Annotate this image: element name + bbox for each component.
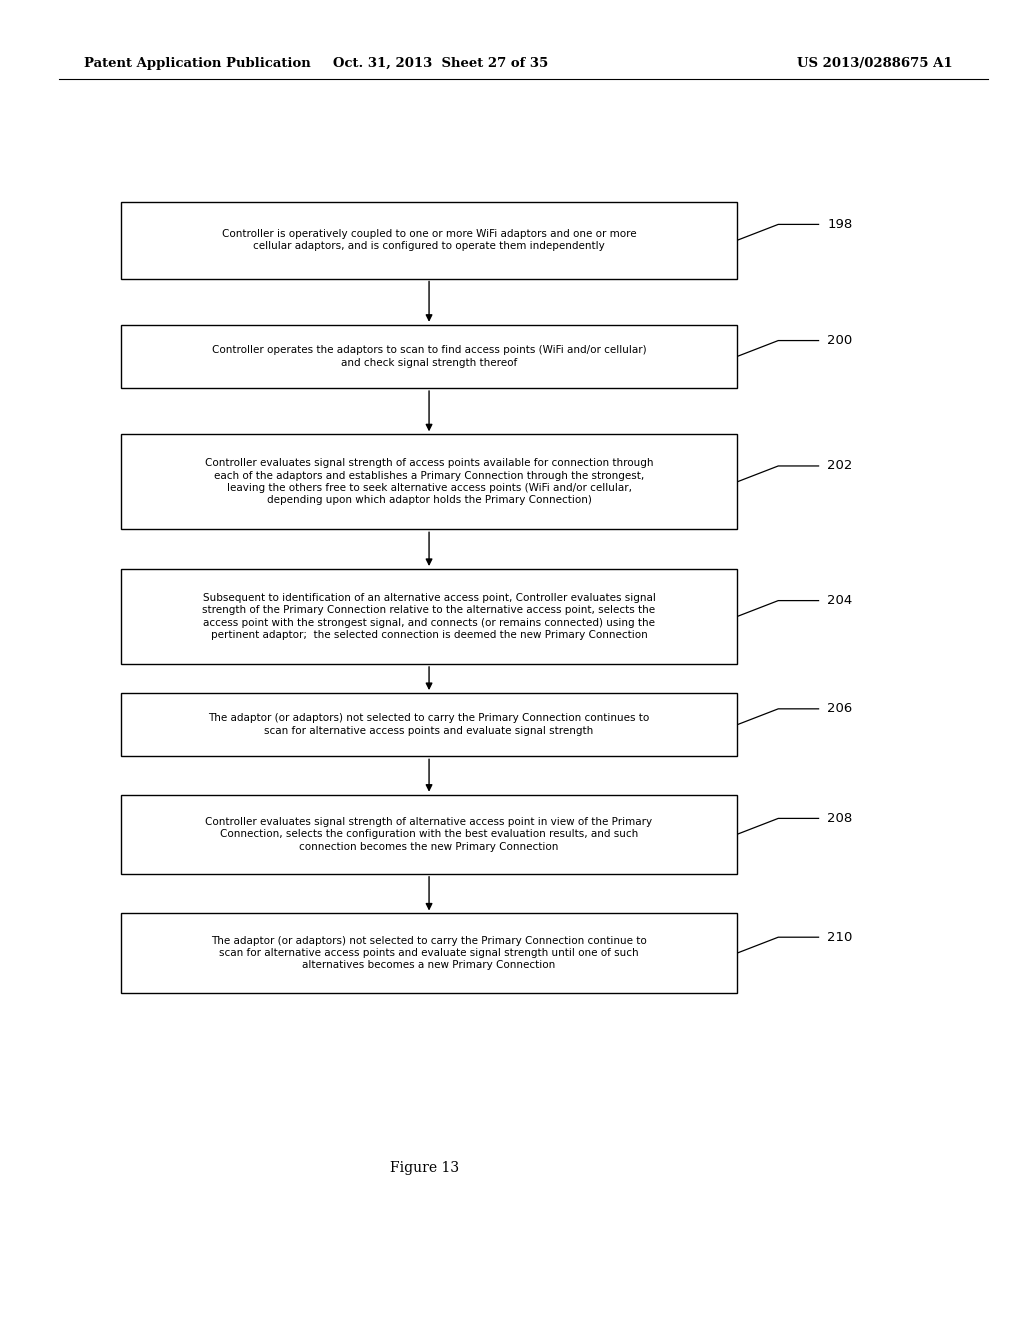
Text: Controller evaluates signal strength of access points available for connection t: Controller evaluates signal strength of … [205,458,653,506]
FancyBboxPatch shape [121,693,737,756]
FancyBboxPatch shape [121,325,737,388]
Text: 200: 200 [827,334,853,347]
FancyBboxPatch shape [121,569,737,664]
Text: Controller is operatively coupled to one or more WiFi adaptors and one or more
c: Controller is operatively coupled to one… [222,230,636,251]
Text: 198: 198 [827,218,853,231]
Text: 204: 204 [827,594,853,607]
Text: Figure 13: Figure 13 [390,1162,460,1175]
Text: Subsequent to identification of an alternative access point, Controller evaluate: Subsequent to identification of an alter… [203,593,655,640]
FancyBboxPatch shape [121,795,737,874]
Text: 206: 206 [827,702,853,715]
Text: Controller evaluates signal strength of alternative access point in view of the : Controller evaluates signal strength of … [206,817,652,851]
FancyBboxPatch shape [121,434,737,529]
Text: Patent Application Publication: Patent Application Publication [84,57,310,70]
Text: The adaptor (or adaptors) not selected to carry the Primary Connection continues: The adaptor (or adaptors) not selected t… [209,714,649,735]
Text: Controller operates the adaptors to scan to find access points (WiFi and/or cell: Controller operates the adaptors to scan… [212,346,646,367]
Text: 210: 210 [827,931,853,944]
Text: Oct. 31, 2013  Sheet 27 of 35: Oct. 31, 2013 Sheet 27 of 35 [333,57,548,70]
FancyBboxPatch shape [121,202,737,279]
Text: The adaptor (or adaptors) not selected to carry the Primary Connection continue : The adaptor (or adaptors) not selected t… [211,936,647,970]
Text: 208: 208 [827,812,853,825]
FancyBboxPatch shape [121,913,737,993]
Text: 202: 202 [827,459,853,473]
Text: US 2013/0288675 A1: US 2013/0288675 A1 [797,57,952,70]
